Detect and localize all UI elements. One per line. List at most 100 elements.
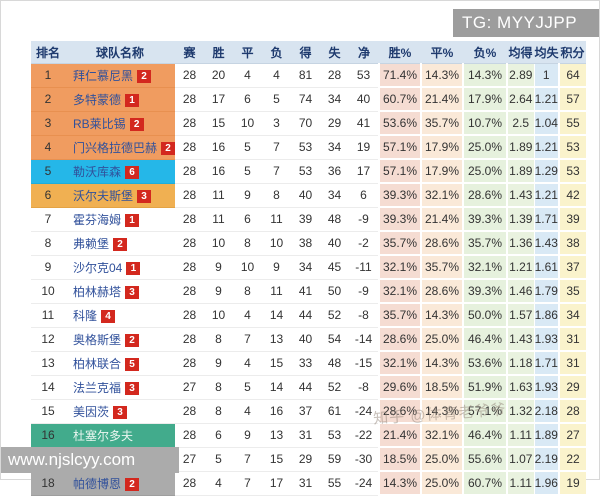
loss-cell: 7 bbox=[262, 135, 291, 160]
win-pct-cell: 35.7% bbox=[378, 231, 422, 256]
site-watermark: www.njslcyy.com bbox=[1, 447, 179, 473]
table-row: 9 沙尔克04 1 28 9 10 9 34 45 -11 32.1% 35.7%… bbox=[31, 255, 586, 280]
win-pct-cell: 28.6% bbox=[378, 327, 422, 352]
draw-pct-cell: 35.7% bbox=[421, 255, 464, 280]
loss-cell: 4 bbox=[262, 63, 291, 88]
points-cell: 38 bbox=[559, 231, 586, 256]
loss-cell: 13 bbox=[262, 423, 291, 448]
win-cell: 8 bbox=[204, 399, 233, 424]
win-pct-cell: 32.1% bbox=[378, 279, 422, 304]
team-cell: 多特蒙德 1 bbox=[65, 87, 175, 112]
goals-against-cell: 34 bbox=[320, 183, 349, 208]
header-goal-diff: 净 bbox=[349, 41, 379, 64]
avg-ga-cell: 1.93 bbox=[534, 327, 560, 352]
table-row: 14 法兰克福 3 27 8 5 14 44 52 -8 29.6% 18.5% … bbox=[31, 375, 586, 400]
win-cell: 9 bbox=[204, 255, 233, 280]
team-cell: 帕德博恩 2 bbox=[65, 471, 175, 496]
points-cell: 31 bbox=[559, 351, 586, 376]
loss-pct-cell: 57.1% bbox=[463, 399, 508, 424]
points-cell: 19 bbox=[559, 471, 586, 496]
loss-cell: 3 bbox=[262, 111, 291, 136]
header-avg-ga: 均失 bbox=[534, 41, 559, 64]
team-cell: 法兰克福 3 bbox=[65, 375, 175, 400]
win-cell: 17 bbox=[204, 87, 233, 112]
rank-cell: 6 bbox=[31, 183, 65, 208]
goals-against-cell: 40 bbox=[320, 231, 349, 256]
team-badge: 2 bbox=[125, 333, 140, 347]
goals-against-cell: 45 bbox=[320, 255, 349, 280]
table-row: 16 杜塞尔多夫 28 6 9 13 31 53 -22 21.4% 32.1%… bbox=[31, 423, 586, 448]
goals-for-cell: 53 bbox=[291, 159, 320, 184]
team-name: 美因茨 bbox=[73, 404, 110, 419]
win-cell: 20 bbox=[204, 63, 233, 88]
win-pct-cell: 35.7% bbox=[378, 303, 422, 328]
goals-against-cell: 34 bbox=[320, 135, 349, 160]
rank-cell: 14 bbox=[31, 375, 65, 400]
rank-cell: 18 bbox=[31, 471, 65, 496]
draw-pct-cell: 14.3% bbox=[421, 303, 464, 328]
win-cell: 8 bbox=[204, 375, 233, 400]
draw-pct-cell: 21.4% bbox=[421, 87, 464, 112]
played-cell: 28 bbox=[175, 87, 204, 112]
goal-diff-cell: -9 bbox=[349, 207, 379, 232]
played-cell: 28 bbox=[175, 303, 204, 328]
played-cell: 28 bbox=[175, 231, 204, 256]
loss-cell: 16 bbox=[262, 399, 291, 424]
draw-pct-cell: 25.0% bbox=[421, 471, 464, 496]
goal-diff-cell: -9 bbox=[349, 279, 379, 304]
goals-for-cell: 33 bbox=[291, 351, 320, 376]
win-pct-cell: 71.4% bbox=[378, 63, 422, 88]
goals-against-cell: 29 bbox=[320, 111, 349, 136]
header-loss: 负 bbox=[262, 41, 291, 64]
avg-gf-cell: 2.5 bbox=[507, 111, 535, 136]
goals-for-cell: 39 bbox=[291, 207, 320, 232]
win-pct-cell: 32.1% bbox=[378, 255, 422, 280]
draw-cell: 8 bbox=[233, 231, 262, 256]
win-cell: 15 bbox=[204, 111, 233, 136]
header-rank: 排名 bbox=[31, 41, 65, 64]
goal-diff-cell: -8 bbox=[349, 375, 379, 400]
rank-cell: 10 bbox=[31, 279, 65, 304]
header-team: 球队名称 bbox=[65, 41, 175, 64]
goal-diff-cell: -11 bbox=[349, 255, 379, 280]
table-row: 10 柏林赫塔 3 28 9 8 11 41 50 -9 32.1% 28.6% … bbox=[31, 279, 586, 304]
avg-ga-cell: 1.93 bbox=[534, 375, 560, 400]
loss-pct-cell: 35.7% bbox=[463, 231, 508, 256]
team-badge: 1 bbox=[125, 93, 140, 107]
standings-body: 1 拜仁慕尼黑 2 28 20 4 4 81 28 53 71.4% 14.3% … bbox=[31, 63, 586, 496]
loss-cell: 15 bbox=[262, 351, 291, 376]
win-cell: 9 bbox=[204, 351, 233, 376]
team-cell: RB莱比锡 2 bbox=[65, 111, 175, 136]
avg-gf-cell: 1.43 bbox=[507, 327, 535, 352]
goals-against-cell: 54 bbox=[320, 327, 349, 352]
goal-diff-cell: -15 bbox=[349, 351, 379, 376]
draw-cell: 7 bbox=[233, 327, 262, 352]
standings-table: 排名 球队名称 赛 胜 平 负 得 失 净 胜% 平% 负% 均得 均失 积分 … bbox=[31, 41, 586, 496]
team-name: 多特蒙德 bbox=[73, 92, 122, 107]
team-name: 法兰克福 bbox=[73, 380, 122, 395]
avg-ga-cell: 1 bbox=[534, 63, 560, 88]
goals-for-cell: 38 bbox=[291, 231, 320, 256]
points-cell: 35 bbox=[559, 279, 586, 304]
avg-gf-cell: 1.21 bbox=[507, 255, 535, 280]
goals-for-cell: 44 bbox=[291, 303, 320, 328]
team-cell: 美因茨 3 bbox=[65, 399, 175, 424]
played-cell: 28 bbox=[175, 255, 204, 280]
avg-ga-cell: 1.04 bbox=[534, 111, 560, 136]
avg-gf-cell: 2.89 bbox=[507, 63, 535, 88]
draw-pct-cell: 14.3% bbox=[421, 63, 464, 88]
loss-pct-cell: 50.0% bbox=[463, 303, 508, 328]
draw-cell: 10 bbox=[233, 255, 262, 280]
avg-ga-cell: 1.89 bbox=[534, 423, 560, 448]
goals-for-cell: 70 bbox=[291, 111, 320, 136]
team-name: 霍芬海姆 bbox=[73, 212, 122, 227]
win-cell: 9 bbox=[204, 279, 233, 304]
draw-cell: 7 bbox=[233, 471, 262, 496]
header-goals-for: 得 bbox=[291, 41, 320, 64]
goal-diff-cell: -14 bbox=[349, 327, 379, 352]
loss-cell: 15 bbox=[262, 447, 291, 472]
team-badge: 3 bbox=[137, 189, 152, 203]
header-points: 积分 bbox=[559, 41, 586, 64]
rank-cell: 7 bbox=[31, 207, 65, 232]
team-badge: 2 bbox=[137, 69, 152, 83]
